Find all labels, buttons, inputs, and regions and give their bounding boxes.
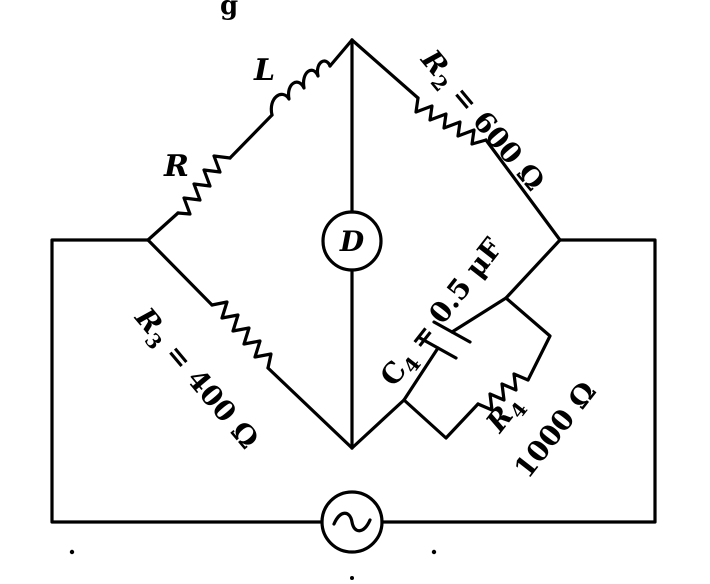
capacitor-c4-icon [418, 336, 458, 360]
wire-r2-to-right [484, 138, 562, 242]
wire-l-to-top [328, 38, 354, 68]
arm-r3 [146, 238, 354, 450]
arm-r2 [350, 38, 562, 242]
wire-r3-to-bottom [266, 366, 354, 450]
label-c4: C4 = 0.5 μF [374, 232, 514, 396]
inductor-l-icon [269, 59, 332, 117]
label-l: L [253, 53, 275, 88]
wire-left-outer [50, 238, 324, 524]
arm-c4-r4 [350, 238, 562, 450]
label-r2: R2 = 600 Ω [410, 43, 551, 201]
wire-r-to-l [228, 113, 274, 160]
resistor-r2-icon [414, 96, 488, 146]
label-r4-value-group: 1000 Ω [508, 375, 603, 484]
resistor-r4-icon [476, 372, 530, 412]
scan-dot-right [431, 549, 437, 555]
svg-text:R4: R4 [479, 389, 533, 443]
ac-source-icon [320, 490, 384, 554]
label-r4-value: 1000 Ω [508, 375, 603, 484]
resistor-r3-icon [210, 300, 273, 370]
wire-cap-lower [402, 346, 440, 402]
wire-top-to-r2 [350, 38, 420, 100]
wire-r4-right [504, 296, 552, 382]
caption-fragment: g [220, 0, 238, 21]
label-r2-value: = 600 Ω [439, 72, 552, 197]
wire-r4-left [402, 398, 480, 440]
resistor-r-icon [176, 154, 232, 216]
label-r3-value: = 400 Ω [153, 330, 266, 455]
scan-dot-bottom [350, 576, 354, 580]
wire-left-to-r3 [146, 238, 214, 307]
svg-text:R2 = 600 Ω: R2 = 600 Ω [410, 43, 551, 201]
label-r: R [163, 149, 189, 184]
detector-branch: D [321, 38, 383, 450]
supply-loop [50, 238, 657, 554]
svg-text:R3 = 400 Ω: R3 = 400 Ω [124, 301, 265, 459]
label-r4: R4 [479, 389, 533, 443]
wire-cap-upper [450, 296, 508, 334]
wire-parallel-to-right [504, 238, 562, 300]
scan-dot-left [69, 549, 75, 555]
label-r3: R3 = 400 Ω [124, 301, 265, 459]
svg-text:C4 = 0.5 μF: C4 = 0.5 μF [374, 232, 514, 396]
arm-r-l [146, 38, 354, 242]
ac-source-wave [332, 511, 372, 533]
wire-right-outer [380, 238, 657, 524]
wire-bottom-to-parallel [350, 398, 406, 450]
detector-label: D [339, 225, 365, 258]
label-c4-value: = 0.5 μF [396, 232, 509, 364]
wire-left-to-r [146, 211, 180, 242]
